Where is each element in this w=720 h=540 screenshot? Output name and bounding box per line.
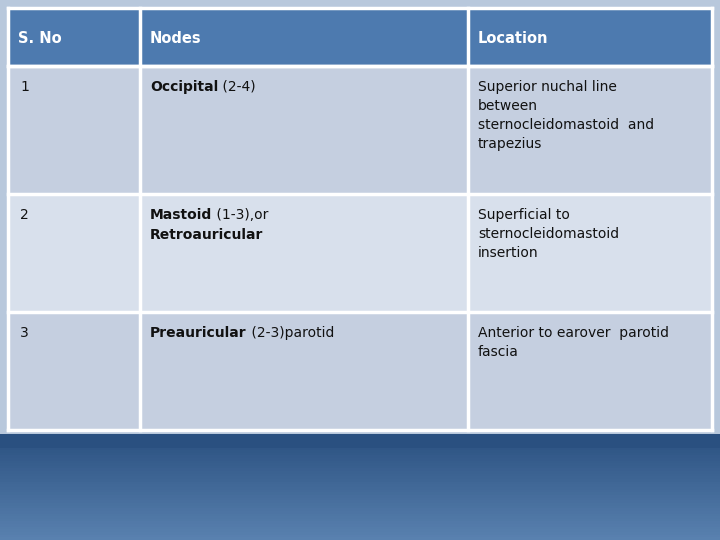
Bar bbox=[0, 503, 720, 507]
Bar bbox=[0, 522, 720, 525]
Bar bbox=[0, 532, 720, 536]
Bar bbox=[0, 450, 720, 454]
Bar bbox=[0, 508, 720, 512]
Bar bbox=[140, 312, 468, 430]
Bar bbox=[468, 312, 712, 430]
Bar bbox=[8, 312, 140, 430]
Bar bbox=[0, 474, 720, 477]
Bar bbox=[0, 484, 720, 488]
Text: Superficial to
sternocleidomastoid
insertion: Superficial to sternocleidomastoid inser… bbox=[478, 208, 619, 260]
Bar bbox=[0, 461, 720, 464]
Bar bbox=[0, 537, 720, 540]
Text: Superior nuchal line
between
sternocleidomastoid  and
trapezius: Superior nuchal line between sternocleid… bbox=[478, 80, 654, 151]
Text: 1: 1 bbox=[20, 80, 29, 94]
Bar bbox=[0, 468, 720, 472]
Text: Retroauricular: Retroauricular bbox=[150, 228, 264, 242]
Text: (1-3),or: (1-3),or bbox=[212, 208, 269, 222]
Text: Occipital: Occipital bbox=[150, 80, 218, 94]
Bar bbox=[0, 440, 720, 443]
Text: 3: 3 bbox=[20, 326, 29, 340]
Bar bbox=[0, 463, 720, 467]
Bar bbox=[0, 490, 720, 494]
Bar bbox=[0, 455, 720, 459]
Bar bbox=[0, 482, 720, 485]
Bar bbox=[0, 442, 720, 446]
Text: (2-4): (2-4) bbox=[218, 80, 256, 94]
Bar bbox=[0, 492, 720, 496]
Text: Preauricular: Preauricular bbox=[150, 326, 247, 340]
Bar bbox=[0, 514, 720, 517]
Bar bbox=[468, 66, 712, 194]
Bar bbox=[0, 495, 720, 498]
Bar bbox=[0, 505, 720, 509]
Bar bbox=[0, 524, 720, 528]
Text: Nodes: Nodes bbox=[150, 31, 202, 46]
Bar bbox=[0, 529, 720, 533]
Bar bbox=[0, 479, 720, 483]
Bar bbox=[8, 8, 140, 66]
Bar bbox=[0, 487, 720, 491]
Bar bbox=[140, 8, 468, 66]
Bar bbox=[0, 437, 720, 440]
Bar bbox=[0, 466, 720, 469]
Bar bbox=[0, 526, 720, 530]
Bar bbox=[0, 476, 720, 480]
Text: S. No: S. No bbox=[18, 31, 62, 46]
Text: Anterior to earover  parotid
fascia: Anterior to earover parotid fascia bbox=[478, 326, 669, 359]
Bar bbox=[8, 66, 140, 194]
Text: 2: 2 bbox=[20, 208, 29, 222]
Bar bbox=[0, 519, 720, 522]
Bar bbox=[140, 66, 468, 194]
Bar bbox=[0, 511, 720, 515]
Bar bbox=[140, 194, 468, 312]
Bar bbox=[0, 471, 720, 475]
Bar bbox=[8, 194, 140, 312]
Bar bbox=[468, 194, 712, 312]
Text: (2-3)parotid: (2-3)parotid bbox=[247, 326, 334, 340]
Bar bbox=[0, 434, 720, 437]
Bar bbox=[468, 8, 712, 66]
Bar bbox=[0, 500, 720, 504]
Bar bbox=[0, 458, 720, 462]
Bar bbox=[0, 444, 720, 448]
Bar bbox=[0, 516, 720, 520]
Bar bbox=[0, 447, 720, 451]
Bar bbox=[0, 453, 720, 456]
Bar bbox=[0, 535, 720, 538]
Bar bbox=[0, 497, 720, 501]
Text: Mastoid: Mastoid bbox=[150, 208, 212, 222]
Bar bbox=[0, 434, 720, 448]
Text: Location: Location bbox=[478, 31, 549, 46]
